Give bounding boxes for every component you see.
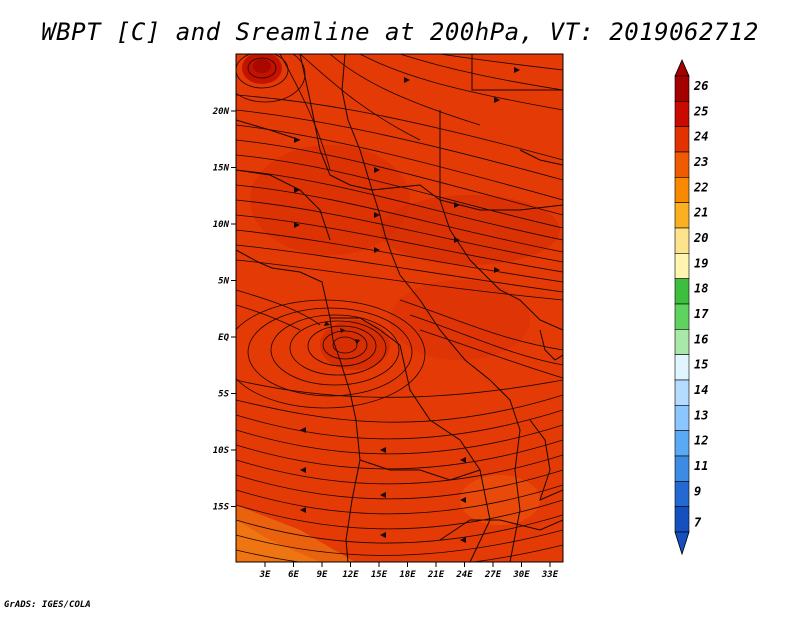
vortex-core-shade xyxy=(320,320,390,370)
lon-tick-label: 3E xyxy=(259,570,271,580)
colorbar-label: 20 xyxy=(693,231,708,245)
colorbar-label: 12 xyxy=(694,434,708,448)
lat-tick-label: 5S xyxy=(218,390,229,400)
streamlines xyxy=(236,54,563,562)
colorbar-segment xyxy=(674,101,690,127)
colorbar-segment xyxy=(674,430,690,457)
colorbar-label: 22 xyxy=(693,180,708,194)
lat-tick-label: 20N xyxy=(212,107,230,117)
colorbar-label: 18 xyxy=(694,282,708,296)
latitude-axis: 20N 15N 10N 5N EQ 5S 10S 15S xyxy=(212,107,236,513)
colorbar-label: 13 xyxy=(694,408,708,422)
colorbar-segment xyxy=(674,75,690,102)
country-borders xyxy=(236,54,563,562)
cooler-zone-se xyxy=(460,475,540,525)
colorbar-label: 26 xyxy=(693,79,708,93)
colorbar-segment xyxy=(674,278,690,305)
streamline-arrows xyxy=(294,67,520,543)
lon-tick-label: 30E xyxy=(512,570,530,580)
colorbar-segment xyxy=(674,455,690,482)
lon-tick-label: 18E xyxy=(399,570,416,580)
colorbar-segment xyxy=(674,227,690,254)
lat-tick-label: 10S xyxy=(213,446,230,456)
grads-credit: GrADS: IGES/COLA xyxy=(4,600,91,610)
map-panel xyxy=(235,53,564,563)
darker-zone-north xyxy=(250,145,410,255)
map-title: WBPT [C] and Sreamline at 200hPa, VT: 20… xyxy=(41,18,759,46)
colorbar-label: 11 xyxy=(694,459,708,473)
colorbar-segment xyxy=(674,354,690,381)
colorbar-segment xyxy=(674,202,690,229)
colorbar-segment xyxy=(674,253,690,279)
lon-tick-label: 21E xyxy=(427,570,445,580)
colorbar-segment xyxy=(674,151,690,178)
colorbar-top-arrow xyxy=(674,59,690,77)
colorbar-label: 24 xyxy=(693,130,708,144)
lon-tick-label: 9E xyxy=(317,570,328,580)
lon-tick-label: 24E xyxy=(455,570,473,580)
lat-tick-label: 10N xyxy=(213,220,230,230)
colorbar: 26 25 24 23 22 21 20 19 18 17 16 15 14 13 12 11 9 7 xyxy=(674,59,709,556)
colorbar-label: 9 xyxy=(694,484,701,498)
lat-tick-label: 15S xyxy=(213,503,230,513)
lat-tick-label: 15N xyxy=(213,164,230,174)
colorbar-label: 14 xyxy=(694,383,708,397)
colorbar-label: 19 xyxy=(694,256,708,270)
colorbar-segment xyxy=(674,481,690,507)
colorbar-segment xyxy=(674,177,690,203)
lat-tick-label: 5N xyxy=(218,277,229,287)
lon-tick-label: 12E xyxy=(342,570,359,580)
lon-tick-label: 6E xyxy=(288,570,299,580)
lat-tick-label: EQ xyxy=(218,333,229,343)
map-frame xyxy=(235,53,564,563)
darker-zone-east xyxy=(380,195,560,265)
colorbar-bottom-arrow xyxy=(674,531,690,556)
colorbar-label: 23 xyxy=(693,155,708,169)
colorbar-segment xyxy=(674,379,690,406)
colorbar-label: 7 xyxy=(694,516,702,530)
colorbar-segment xyxy=(674,405,690,431)
colorbar-label: 17 xyxy=(694,307,709,321)
cooler-zone-sw-inner xyxy=(236,520,320,562)
colorbar-label: 25 xyxy=(693,104,708,118)
lon-tick-label: 33E xyxy=(541,570,559,580)
colorbar-label: 15 xyxy=(694,358,708,372)
colorbar-label: 16 xyxy=(694,332,708,346)
darker-zone-center xyxy=(390,280,530,360)
colorbar-segment xyxy=(674,506,690,533)
colorbar-segment xyxy=(674,303,690,330)
colorbar-segment xyxy=(674,329,690,355)
colorbar-label: 21 xyxy=(693,206,708,220)
colorbar-segment xyxy=(674,126,690,153)
longitude-axis: 3E 6E 9E 12E 15E 18E 21E 24E 27E 30E 33E xyxy=(259,562,559,580)
warm-core-nw-inner xyxy=(253,59,271,73)
lon-tick-label: 27E xyxy=(484,570,502,580)
shading-overlays xyxy=(236,54,560,562)
lon-tick-label: 15E xyxy=(371,570,388,580)
